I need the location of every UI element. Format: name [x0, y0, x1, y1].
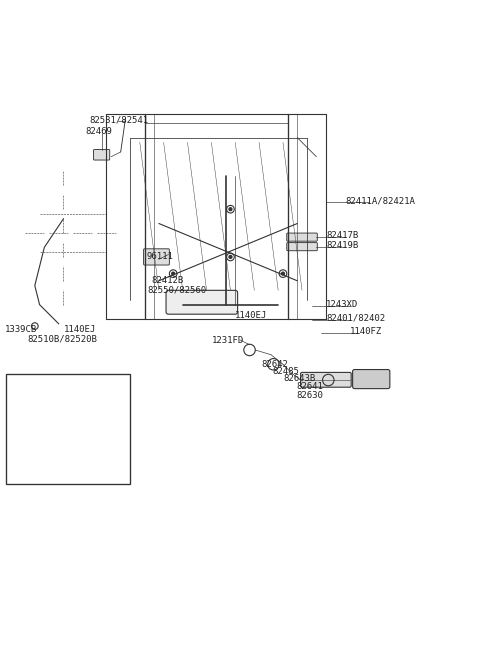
- Text: 1243XD: 1243XD: [326, 300, 358, 309]
- FancyBboxPatch shape: [166, 290, 238, 314]
- Text: 82401/82402: 82401/82402: [326, 314, 385, 323]
- Text: 96111: 96111: [147, 252, 174, 261]
- Text: 1339CB: 1339CB: [5, 325, 37, 334]
- Circle shape: [229, 208, 232, 211]
- Text: 82643B: 82643B: [283, 374, 315, 383]
- Circle shape: [281, 272, 284, 275]
- Text: 1140EJ: 1140EJ: [235, 311, 267, 320]
- FancyBboxPatch shape: [287, 242, 317, 251]
- Text: 82641: 82641: [296, 382, 323, 391]
- Text: 82419B: 82419B: [326, 241, 358, 250]
- Text: 1140EJ: 1140EJ: [63, 325, 96, 334]
- Circle shape: [57, 418, 60, 420]
- FancyBboxPatch shape: [287, 233, 317, 241]
- Text: 1140FZ: 1140FZ: [350, 327, 382, 336]
- Text: 98810A/98820A: 98810A/98820A: [30, 474, 100, 482]
- FancyBboxPatch shape: [353, 369, 390, 389]
- Circle shape: [43, 408, 46, 411]
- Text: 1140FZ: 1140FZ: [83, 464, 115, 474]
- Text: 82403/82404: 82403/82404: [9, 384, 68, 394]
- Text: 82469: 82469: [85, 127, 112, 136]
- Circle shape: [172, 272, 175, 275]
- Text: 82485: 82485: [273, 367, 300, 376]
- Text: 82642: 82642: [262, 360, 288, 369]
- Text: 1231FD: 1231FD: [211, 336, 244, 346]
- Text: POWER WINDOW: POWER WINDOW: [13, 378, 78, 387]
- Text: 82412B: 82412B: [152, 276, 184, 284]
- Text: 82411A/82421A: 82411A/82421A: [345, 196, 415, 205]
- Text: 82550/82560: 82550/82560: [147, 285, 206, 294]
- Bar: [6, 374, 130, 484]
- FancyBboxPatch shape: [94, 150, 110, 160]
- Text: 82510B/82520B: 82510B/82520B: [28, 334, 97, 343]
- Circle shape: [229, 256, 232, 258]
- Text: 123 FD: 123 FD: [61, 410, 93, 419]
- FancyBboxPatch shape: [144, 249, 169, 265]
- FancyBboxPatch shape: [300, 373, 351, 387]
- Text: 82630: 82630: [296, 391, 323, 400]
- Text: 82531/82541: 82531/82541: [90, 116, 149, 124]
- Text: 1231FD: 1231FD: [9, 443, 41, 452]
- Text: 82417B: 82417B: [326, 231, 358, 240]
- Text: 1243XD: 1243XD: [90, 381, 122, 390]
